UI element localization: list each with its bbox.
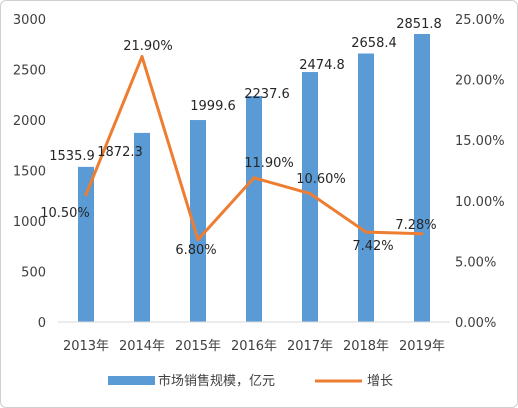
growth-value-label-0: 10.50% [40,206,90,221]
y-left-tick-0: 0 [38,316,46,331]
x-tick-5: 2018年 [343,339,389,354]
x-tick-0: 2013年 [63,339,109,354]
y-right-tick-2: 10.00% [455,195,505,210]
bars-layer [78,33,430,323]
growth-point-2 [196,238,200,242]
growth-point-5 [364,230,368,234]
x-tick-3: 2016年 [231,339,277,354]
y-right-tick-1: 5.00% [455,255,496,270]
bar-value-label-5: 2658.4 [351,36,397,51]
x-tick-2: 2015年 [175,339,221,354]
labels-layer: 1535.9 1872.3 1999.6 2237.6 2474.8 2658.4 2851… [40,17,442,258]
growth-point-1 [140,55,144,59]
x-tick-4: 2017年 [287,339,333,354]
x-tick-6: 2019年 [399,339,445,354]
legend: 市场销售规模，亿元 增长 [108,373,393,389]
y-left-tick-6: 3000 [13,13,46,28]
growth-value-label-6: 7.28% [395,218,436,233]
growth-point-0 [84,193,88,197]
bar-0 [78,166,94,322]
bar-5 [358,53,374,323]
y-left-tick-2: 1000 [13,215,46,230]
legend-swatch-bar [108,376,155,385]
bar-6 [414,33,430,322]
y-right-tick-3: 15.00% [455,134,505,149]
y-left-tick-5: 2500 [13,64,46,79]
growth-value-label-5: 7.42% [352,239,393,254]
bar-1 [134,132,150,322]
y-left-tick-1: 500 [21,266,46,281]
x-tick-1: 2014年 [119,339,165,354]
growth-point-4 [308,192,312,196]
growth-value-label-4: 10.60% [296,172,346,187]
bar-3 [246,96,262,322]
bar-2 [190,120,206,322]
bar-value-label-0: 1535.9 [49,149,95,164]
bar-4 [302,72,318,322]
growth-point-6 [420,232,424,236]
y-right-tick-0: 0.00% [455,316,496,331]
legend-label-bar: 市场销售规模，亿元 [158,373,275,389]
bar-value-label-6: 2851.8 [396,17,442,32]
line-layer [84,55,424,242]
growth-value-label-3: 11.90% [244,156,294,171]
y-right-tick-5: 25.00% [455,13,505,28]
y-left-tick-4: 2000 [13,114,46,129]
bar-value-label-3: 2237.6 [244,87,290,102]
y-right-tick-4: 20.00% [455,74,505,89]
growth-value-label-1: 21.90% [123,39,173,54]
growth-point-3 [252,176,256,180]
y-left-tick-3: 1500 [13,165,46,180]
bar-value-label-1: 1872.3 [97,145,143,160]
bar-value-label-4: 2474.8 [299,58,345,73]
legend-label-line: 增长 [367,374,393,389]
axes-layer: 0 500 1000 1500 2000 2500 3000 0.00% 5.00% 10.00%… [13,13,505,354]
bar-value-label-2: 1999.6 [190,99,236,114]
growth-value-label-2: 6.80% [175,243,216,258]
